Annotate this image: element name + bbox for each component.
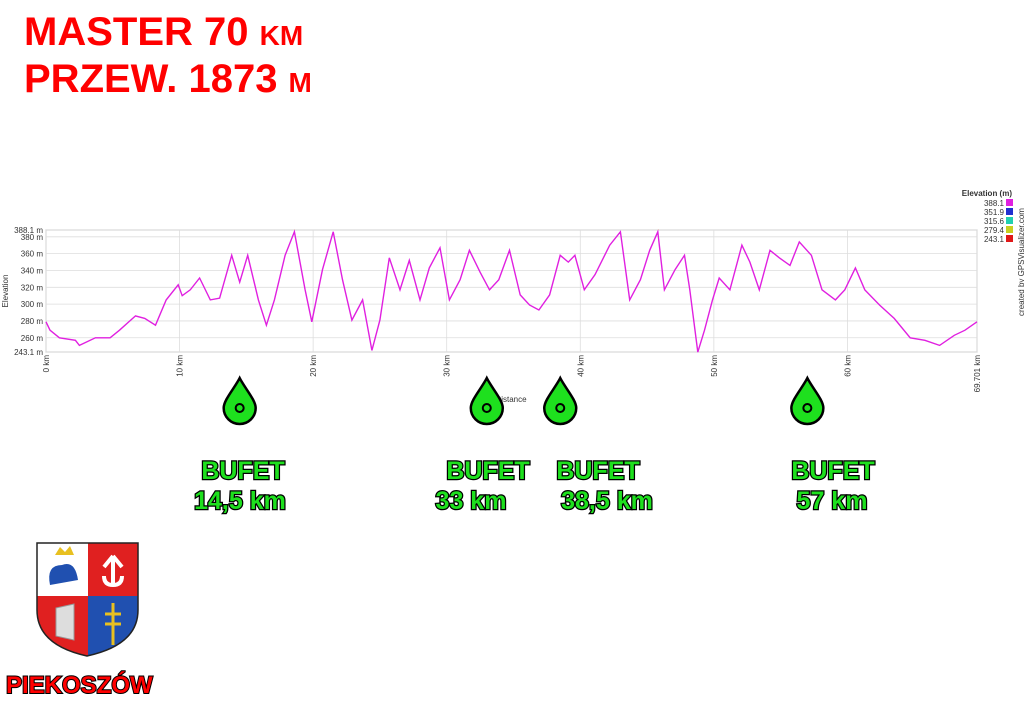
coat-of-arms	[36, 542, 139, 657]
annotation-title: BUFET	[791, 457, 874, 485]
legend-title: Elevation (m)	[962, 189, 1013, 198]
y-tick-label: 320 m	[21, 283, 44, 292]
bufet-marker	[790, 375, 825, 426]
legend-value: 351.9	[984, 208, 1005, 217]
legend-swatch	[1006, 217, 1013, 224]
x-tick-label: 30 km	[443, 355, 452, 377]
x-tick-label: 69.701 km	[973, 355, 982, 393]
legend-swatch	[1006, 208, 1013, 215]
y-tick-label: 300 m	[21, 300, 44, 309]
x-tick-label: 40 km	[576, 355, 585, 377]
y-tick-label: 260 m	[21, 334, 44, 343]
legend-swatch	[1006, 199, 1013, 206]
annotation-title: BUFET	[446, 457, 529, 485]
drop	[222, 375, 257, 426]
drop-dot	[481, 403, 492, 413]
annotation-label: 33 km	[436, 487, 507, 515]
bufet-marker	[469, 375, 505, 426]
drop	[790, 375, 825, 426]
drop-dot	[802, 403, 813, 413]
x-tick-label: 0 km	[42, 355, 51, 373]
title-line: PRZEW. 1873 m	[24, 57, 312, 101]
annotation-label: 57 km	[797, 487, 868, 515]
chart: 243.1 m 260 m 280 m 300 m 320 m 340 m 360 m 380…	[1, 189, 1024, 404]
y-tick-label: 388.1 m	[14, 226, 43, 235]
y-tick-label: 243.1 m	[14, 348, 43, 357]
title-line: MASTER 70 km	[24, 10, 303, 54]
y-tick-label: 340 m	[21, 266, 44, 275]
credit: created by GPSVisualizer.com	[1017, 208, 1024, 316]
legend-value: 279.4	[984, 226, 1005, 235]
x-tick-label: 50 km	[710, 355, 719, 377]
bufet-marker	[542, 375, 578, 426]
logo-name: PIEKOSZÓW	[6, 671, 153, 699]
elevation-line	[45, 229, 978, 353]
legend-swatch	[1006, 235, 1013, 242]
plot-area	[45, 229, 978, 353]
y-tick-label: 380 m	[21, 233, 44, 242]
legend-value: 388.1	[984, 199, 1005, 208]
annotation-title: BUFET	[201, 457, 284, 485]
x-axis-label: Distance	[495, 395, 527, 404]
legend-value: 243.1	[984, 235, 1005, 244]
x-tick-label: 60 km	[843, 355, 852, 377]
drop-dot	[234, 403, 245, 413]
legend-swatch	[1006, 226, 1013, 233]
y-tick-label: 280 m	[21, 317, 44, 326]
y-axis-label: Elevation	[1, 275, 10, 308]
x-tick-label: 20 km	[309, 355, 318, 377]
x-tick-label: 10 km	[176, 355, 185, 377]
legend-value: 315.6	[984, 217, 1005, 226]
drop	[469, 375, 505, 426]
annotation-label: 38,5 km	[561, 487, 653, 515]
drop-dot	[555, 403, 566, 413]
annotation-title: BUFET	[556, 457, 639, 485]
drop	[542, 375, 578, 426]
y-tick-label: 360 m	[21, 250, 44, 259]
annotation-label: 14,5 km	[194, 487, 286, 515]
bufet-marker	[222, 375, 257, 426]
